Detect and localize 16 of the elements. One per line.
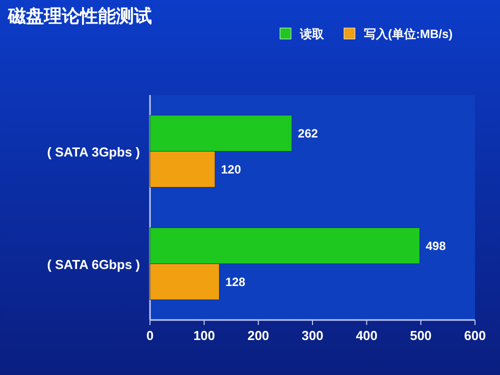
x-tick-label: 500	[410, 328, 432, 343]
chart-title: 磁盘理论性能测试	[7, 6, 152, 26]
data-label: 120	[221, 162, 242, 176]
legend-label: 读取	[299, 27, 325, 41]
x-tick-label: 0	[146, 328, 154, 343]
legend-label: 写入(单位:MB/s)	[364, 27, 453, 41]
x-tick-label: 100	[193, 328, 216, 343]
x-tick-label: 200	[247, 328, 270, 343]
x-tick-label: 600	[464, 328, 486, 343]
data-label: 498	[426, 238, 446, 253]
x-tick-label: 400	[356, 328, 378, 343]
y-tick-label: ( SATA 6Gbps )	[47, 256, 140, 272]
data-label: 128	[225, 274, 246, 289]
y-tick-label: ( SATA 3Gpbs )	[47, 144, 140, 160]
data-label: 262	[298, 126, 318, 140]
x-tick-label: 300	[302, 328, 324, 343]
